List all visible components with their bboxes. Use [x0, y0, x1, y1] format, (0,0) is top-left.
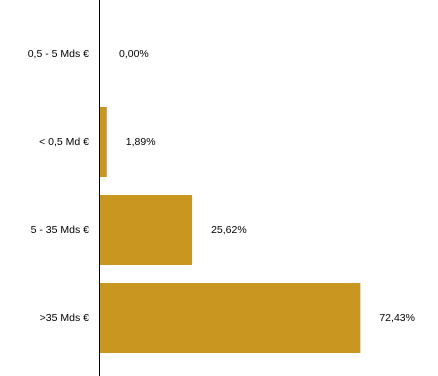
category-label: < 0,5 Md €	[39, 136, 89, 148]
bar	[100, 283, 361, 353]
value-label: 1,89%	[126, 136, 156, 148]
value-labels-group: 0,00% 1,89% 25,62% 72,43%	[119, 48, 415, 324]
category-label: >35 Mds €	[40, 312, 89, 324]
category-labels-group: 0,5 - 5 Mds € < 0,5 Md € 5 - 35 Mds € >35 M…	[28, 48, 89, 324]
value-label: 25,62%	[211, 224, 247, 236]
value-label: 0,00%	[119, 48, 149, 60]
bar	[100, 195, 193, 265]
bar	[100, 107, 107, 177]
category-label: 5 - 35 Mds €	[31, 224, 90, 236]
bars-group	[100, 107, 361, 353]
category-label: 0,5 - 5 Mds €	[28, 48, 89, 60]
value-label: 72,43%	[379, 312, 415, 324]
